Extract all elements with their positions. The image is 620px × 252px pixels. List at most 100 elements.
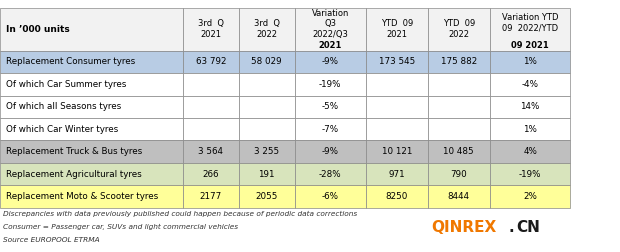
Bar xyxy=(0,163,183,185)
Text: 1%: 1% xyxy=(523,57,537,66)
Bar xyxy=(183,51,239,73)
Text: -6%: -6% xyxy=(322,192,339,201)
Bar xyxy=(183,8,239,51)
Text: 2177: 2177 xyxy=(200,192,222,201)
Text: 63 792: 63 792 xyxy=(195,57,226,66)
Bar xyxy=(183,118,239,141)
Bar xyxy=(294,141,366,163)
Text: 3 255: 3 255 xyxy=(254,147,279,156)
Text: 3rd  Q
2021: 3rd Q 2021 xyxy=(198,19,224,39)
Bar xyxy=(239,73,294,96)
Bar xyxy=(366,8,428,51)
Text: Source EUROPOOL ETRMA: Source EUROPOOL ETRMA xyxy=(3,237,100,243)
Bar xyxy=(0,51,183,73)
Text: 8444: 8444 xyxy=(448,192,470,201)
Bar xyxy=(239,96,294,118)
Bar xyxy=(0,73,183,96)
Bar xyxy=(366,73,428,96)
Text: YTD  09
2022: YTD 09 2022 xyxy=(443,19,475,39)
Text: -7%: -7% xyxy=(322,125,339,134)
Bar xyxy=(366,141,428,163)
Bar xyxy=(0,96,183,118)
Bar xyxy=(0,118,183,141)
Bar xyxy=(428,185,490,208)
Text: 2055: 2055 xyxy=(255,192,278,201)
Text: 10 121: 10 121 xyxy=(382,147,412,156)
Text: -9%: -9% xyxy=(322,147,339,156)
Text: Of which all Seasons tyres: Of which all Seasons tyres xyxy=(6,102,121,111)
Bar xyxy=(239,163,294,185)
Text: -28%: -28% xyxy=(319,170,342,179)
Bar xyxy=(183,141,239,163)
Bar xyxy=(428,51,490,73)
Text: 3rd  Q
2022: 3rd Q 2022 xyxy=(254,19,280,39)
Text: Of which Car Summer tyres: Of which Car Summer tyres xyxy=(6,80,126,89)
Text: Replacement Consumer tyres: Replacement Consumer tyres xyxy=(6,57,135,66)
Text: QINREX: QINREX xyxy=(431,220,496,236)
Bar xyxy=(490,185,570,208)
Bar xyxy=(428,8,490,51)
Bar xyxy=(428,163,490,185)
Bar xyxy=(490,163,570,185)
Text: Replacement Agricultural tyres: Replacement Agricultural tyres xyxy=(6,170,141,179)
Bar xyxy=(239,141,294,163)
Bar xyxy=(366,185,428,208)
Bar xyxy=(366,96,428,118)
Bar xyxy=(366,163,428,185)
Text: 191: 191 xyxy=(259,170,275,179)
Text: .: . xyxy=(508,220,514,236)
Text: Replacement Moto & Scooter tyres: Replacement Moto & Scooter tyres xyxy=(6,192,158,201)
Text: Variation
Q3
2022/Q3: Variation Q3 2022/Q3 xyxy=(311,9,349,39)
Text: 3 564: 3 564 xyxy=(198,147,223,156)
Bar xyxy=(183,163,239,185)
Bar xyxy=(490,118,570,141)
Text: 173 545: 173 545 xyxy=(379,57,415,66)
Text: 8250: 8250 xyxy=(386,192,408,201)
Text: Consumer = Passenger car, SUVs and light commercial vehicles: Consumer = Passenger car, SUVs and light… xyxy=(3,224,238,230)
Text: -5%: -5% xyxy=(322,102,339,111)
Bar xyxy=(239,8,294,51)
Text: 2021: 2021 xyxy=(319,41,342,50)
Bar xyxy=(0,8,183,51)
Bar xyxy=(366,118,428,141)
Bar xyxy=(490,51,570,73)
Text: 175 882: 175 882 xyxy=(441,57,477,66)
Text: Replacement Truck & Bus tyres: Replacement Truck & Bus tyres xyxy=(6,147,142,156)
Bar xyxy=(294,185,366,208)
Bar xyxy=(490,141,570,163)
Bar xyxy=(490,96,570,118)
Bar xyxy=(428,73,490,96)
Bar xyxy=(0,141,183,163)
Bar xyxy=(428,118,490,141)
Bar xyxy=(239,118,294,141)
Text: -4%: -4% xyxy=(521,80,539,89)
Bar xyxy=(294,51,366,73)
Text: 1%: 1% xyxy=(523,125,537,134)
Text: Discrepancies with data previously published could happen because of periodic da: Discrepancies with data previously publi… xyxy=(3,210,357,216)
Bar xyxy=(490,8,570,51)
Text: In ’000 units: In ’000 units xyxy=(6,25,70,34)
Bar xyxy=(294,96,366,118)
Text: 14%: 14% xyxy=(520,102,540,111)
Text: CN: CN xyxy=(516,220,540,236)
Bar xyxy=(490,73,570,96)
Bar xyxy=(294,118,366,141)
Bar xyxy=(0,185,183,208)
Bar xyxy=(428,96,490,118)
Text: -19%: -19% xyxy=(319,80,342,89)
Bar xyxy=(239,185,294,208)
Text: Variation YTD
09  2022/YTD: Variation YTD 09 2022/YTD xyxy=(502,13,559,32)
Text: -19%: -19% xyxy=(519,170,541,179)
Text: Of which Car Winter tyres: Of which Car Winter tyres xyxy=(6,125,118,134)
Bar xyxy=(239,51,294,73)
Bar xyxy=(428,141,490,163)
Text: 4%: 4% xyxy=(523,147,537,156)
Bar xyxy=(366,51,428,73)
Text: 2%: 2% xyxy=(523,192,537,201)
Text: 58 029: 58 029 xyxy=(251,57,282,66)
Bar xyxy=(294,8,366,51)
Bar xyxy=(183,73,239,96)
Text: 09 2021: 09 2021 xyxy=(512,41,549,50)
Text: -9%: -9% xyxy=(322,57,339,66)
Bar xyxy=(183,185,239,208)
